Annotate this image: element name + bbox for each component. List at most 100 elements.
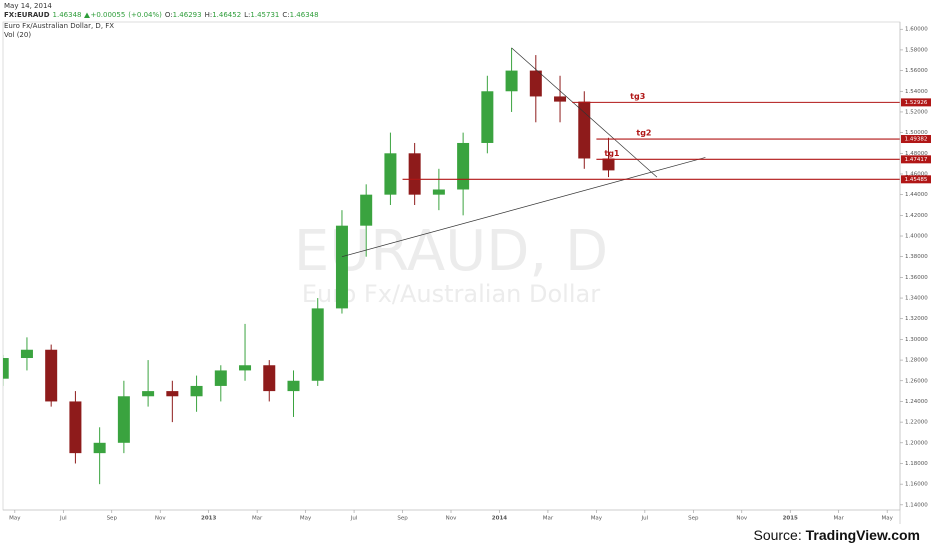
y-tick-label: 1.28000 [905,358,928,364]
x-tick-label: Mar [543,516,554,522]
y-tick-label: 1.46000 [905,171,928,177]
candle-body [602,158,615,171]
candle-body [20,349,33,359]
y-tick-label: 1.48000 [905,151,928,157]
candle-body [263,365,276,392]
y-tick-label: 1.42000 [905,213,928,219]
y-tick-label: 1.44000 [905,192,928,198]
candle-body [311,308,324,381]
level-name: tg3 [630,92,645,101]
candle-body [578,101,591,159]
trendline [341,157,706,258]
level-tag [901,135,931,144]
ohlc-value: 1.46293 [172,11,202,19]
candle-body [432,189,445,195]
quote-line: FX:EURAUD 1.46348 +0.00055 (+0.04%) O:1.4629… [4,11,325,19]
level-tag [901,175,931,184]
x-tick-label: 2015 [783,516,798,522]
y-tick-label: 1.58000 [905,47,928,53]
watermark-name: Euro Fx/Australian Dollar [302,280,600,308]
x-tick-label: Jul [641,516,649,522]
source-prefix: Source: [753,527,802,543]
y-tick-label: 1.20000 [905,440,928,446]
source: Source: TradingView.com [753,527,920,543]
y-tick-label: 1.52000 [905,109,928,115]
x-tick-label: Mar [834,516,845,522]
candle-body [117,396,130,443]
x-tick-label: Nov [446,516,457,522]
x-tick-label: Sep [397,516,408,522]
candle-body [481,91,494,143]
level-value: 1.49382 [905,137,928,143]
candle-body [69,401,82,454]
level-tag [901,98,931,107]
candle-body [457,142,470,190]
candle-body [408,153,421,195]
candle-body [93,442,106,454]
candle-body [214,370,227,386]
chart-subtitle: Vol (20) [4,31,32,39]
x-tick-label: Jul [59,516,67,522]
change-pct: (+0.04%) [128,11,162,19]
y-tick-label: 1.26000 [905,378,928,384]
ohlc: O:1.46293 H:1.46452 L:1.45731 C:1.46348 [165,11,322,19]
ohlc-value: 1.46452 [212,11,242,19]
x-tick-label: May [9,516,21,522]
y-tick-label: 1.14000 [905,502,928,508]
y-tick-label: 1.22000 [905,420,928,426]
ohlc-value: 1.46348 [289,11,319,19]
plot-area [2,21,901,511]
x-tick-label: 2013 [201,516,216,522]
candle-body [384,153,397,195]
ohlc-value: 1.45731 [250,11,280,19]
y-tick-label: 1.56000 [905,68,928,74]
candle-body [360,194,373,226]
candle-body [287,380,300,392]
candle-body [335,225,348,309]
candle-body [3,358,9,379]
candle-body [190,385,203,397]
y-tick-label: 1.36000 [905,275,928,281]
level-tag [901,155,931,164]
y-tick-label: 1.50000 [905,130,928,136]
candle-body [45,349,58,402]
y-tick-label: 1.30000 [905,337,928,343]
ohlc-label: H: [204,11,213,19]
y-tick-label: 1.54000 [905,89,928,95]
x-tick-label: Jul [350,516,358,522]
y-tick-label: 1.40000 [905,234,928,240]
y-tick-label: 1.32000 [905,316,928,322]
x-tick-label: May [300,516,312,522]
ohlc-label: C: [282,11,290,19]
candle-body [166,391,179,397]
last-price: 1.46348 [52,11,82,19]
y-tick-label: 1.18000 [905,461,928,467]
symbol: FX:EURAUD [4,11,50,19]
plot [3,47,900,485]
level-value: 1.47417 [905,157,928,163]
ohlc-label: L: [244,11,251,19]
y-tick-label: 1.38000 [905,254,928,260]
x-tick-label: Nov [155,516,166,522]
x-tick-label: Nov [736,516,747,522]
y-tick-label: 1.24000 [905,399,928,405]
x-tick-label: Sep [688,516,699,522]
date: May 14, 2014 [4,2,52,10]
y-tick-label: 1.34000 [905,296,928,302]
x-tick-label: May [881,516,893,522]
chart-title: Euro Fx/Australian Dollar, D, FX [4,22,115,30]
y-tick-label: 1.60000 [905,27,928,33]
x-tick-label: 2014 [492,516,507,522]
y-tick-label: 1.16000 [905,482,928,488]
level-name: tg2 [636,129,651,138]
candle-body [142,391,155,397]
trendline [511,47,658,178]
candle-body [239,365,252,371]
level-name: tg1 [604,149,620,158]
source-site: TradingView.com [805,527,920,543]
change: +0.00055 [90,11,126,19]
x-tick-label: May [591,516,603,522]
candle-body [529,70,542,97]
